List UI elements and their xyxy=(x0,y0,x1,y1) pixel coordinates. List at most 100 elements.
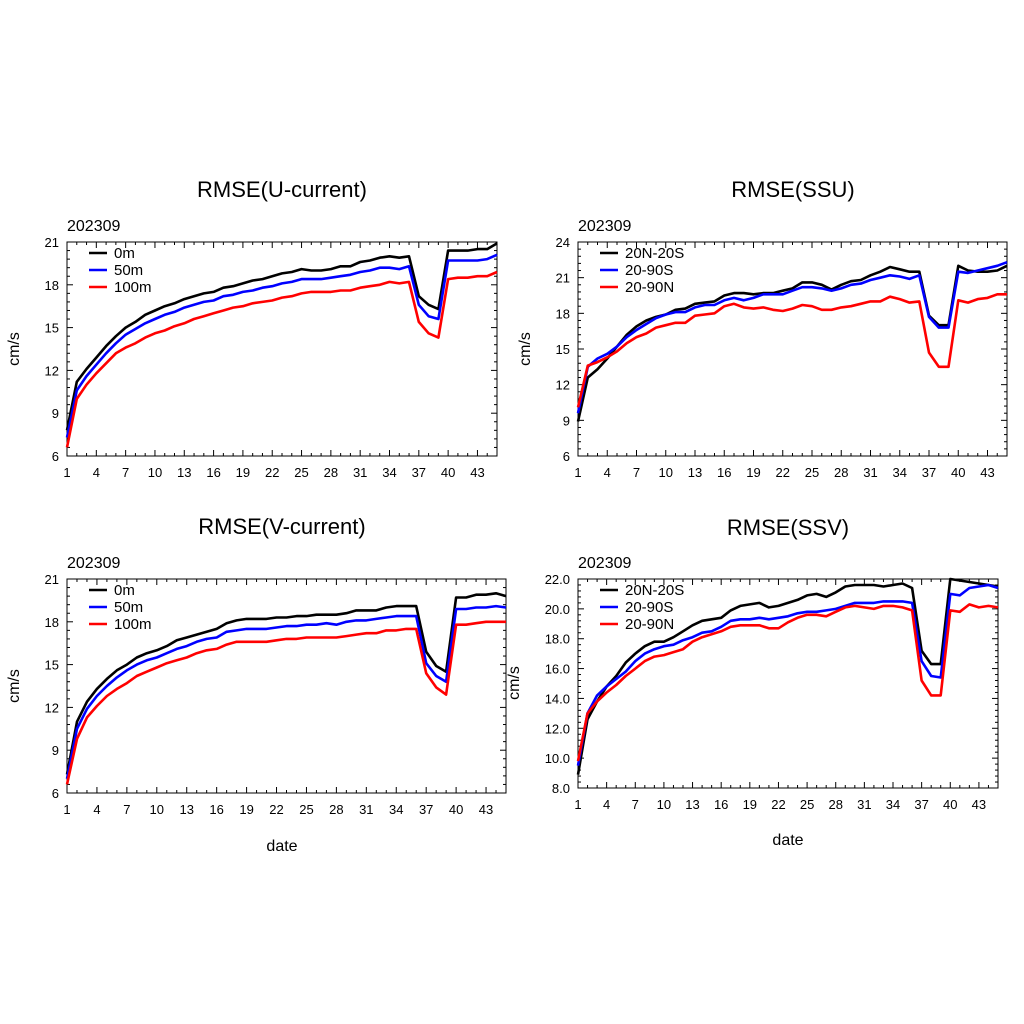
y-tick-label: 22.0 xyxy=(545,572,570,587)
legend-label: 50m xyxy=(114,262,143,279)
series-line xyxy=(576,260,1008,414)
x-tick-label: 40 xyxy=(951,465,965,480)
panel-subtitle: 202309 xyxy=(578,218,631,235)
x-tick-label: 16 xyxy=(206,465,220,480)
x-tick-label: 16 xyxy=(209,802,223,817)
y-tick-label: 15 xyxy=(556,342,570,357)
legend-label: 100m xyxy=(114,616,152,633)
x-tick-label: 25 xyxy=(800,797,814,812)
x-tick-label: 7 xyxy=(123,802,130,817)
x-tick-label: 1 xyxy=(574,465,581,480)
y-tick-label: 21 xyxy=(45,235,59,250)
x-tick-label: 28 xyxy=(324,465,338,480)
x-tick-label: 37 xyxy=(922,465,936,480)
y-tick-label: 15 xyxy=(45,321,59,336)
series-line xyxy=(576,583,999,766)
plot-area: 1 4 7 10 13 16 19 22 25 28 31 34 37 40 43 6 9 12 15 18 21 24 2… xyxy=(556,235,1008,480)
panel-title: RMSE(SSV) xyxy=(727,515,849,540)
x-tick-label: 7 xyxy=(122,465,129,480)
legend-label: 0m xyxy=(114,582,135,599)
x-tick-label: 22 xyxy=(265,465,279,480)
legend-label: 0m xyxy=(114,245,135,262)
y-tick-label: 14.0 xyxy=(545,691,570,706)
x-tick-label: 31 xyxy=(863,465,877,480)
y-axis-label: cm/s xyxy=(6,332,23,366)
x-tick-label: 22 xyxy=(776,465,790,480)
y-tick-label: 18.0 xyxy=(545,632,570,647)
x-tick-label: 37 xyxy=(412,465,426,480)
series-line xyxy=(65,604,507,779)
y-tick-label: 6 xyxy=(52,786,59,801)
x-tick-label: 13 xyxy=(685,797,699,812)
series-line xyxy=(65,620,506,785)
x-tick-label: 25 xyxy=(805,465,819,480)
x-tick-label: 34 xyxy=(389,802,403,817)
y-tick-label: 18 xyxy=(556,306,570,321)
x-tick-label: 13 xyxy=(688,465,702,480)
x-tick-label: 16 xyxy=(717,465,731,480)
x-tick-label: 4 xyxy=(93,465,100,480)
x-tick-label: 19 xyxy=(236,465,250,480)
series-line xyxy=(65,591,507,775)
x-tick-label: 7 xyxy=(633,465,640,480)
y-tick-label: 9 xyxy=(563,413,570,428)
x-tick-label: 40 xyxy=(943,797,957,812)
panel-ssv: RMSE(SSV) 202309 cm/s date 1 4 7 10 13 16 19 22… xyxy=(506,515,999,849)
legend-label: 20N-20S xyxy=(625,582,684,599)
y-tick-label: 18 xyxy=(45,278,59,293)
x-tick-label: 19 xyxy=(743,797,757,812)
x-tick-label: 19 xyxy=(239,802,253,817)
series-line xyxy=(65,253,498,438)
x-tick-label: 28 xyxy=(828,797,842,812)
y-tick-label: 18 xyxy=(45,615,59,630)
x-tick-label: 13 xyxy=(179,802,193,817)
x-tick-label: 4 xyxy=(93,802,100,817)
y-tick-label: 12.0 xyxy=(545,721,570,736)
y-tick-label: 16.0 xyxy=(545,662,570,677)
plot-area: 1 4 7 10 13 16 19 22 25 28 31 34 37 40 43 8.0 10.0 12.0 14… xyxy=(545,572,999,812)
legend-label: 50m xyxy=(114,599,143,616)
y-axis-label: cm/s xyxy=(6,669,23,703)
x-tick-label: 28 xyxy=(329,802,343,817)
y-tick-label: 21 xyxy=(556,271,570,286)
panel-title: RMSE(V-current) xyxy=(198,514,365,539)
panel-subtitle: 202309 xyxy=(67,555,120,572)
y-tick-label: 9 xyxy=(52,406,59,421)
x-tick-label: 22 xyxy=(771,797,785,812)
plot-area: 1 4 7 10 13 16 19 22 25 28 31 34 37 40 43 6 9 12 15 18 21 0m5… xyxy=(45,235,498,480)
y-axis-label: cm/s xyxy=(517,332,534,366)
series-line xyxy=(65,270,498,448)
x-tick-label: 34 xyxy=(382,465,396,480)
x-tick-label: 10 xyxy=(150,802,164,817)
series-line xyxy=(576,292,1007,408)
x-axis-label: date xyxy=(772,832,803,849)
x-tick-label: 43 xyxy=(470,465,484,480)
x-tick-label: 37 xyxy=(419,802,433,817)
y-tick-label: 20.0 xyxy=(545,602,570,617)
x-tick-label: 43 xyxy=(972,797,986,812)
series-line xyxy=(576,264,1008,422)
x-tick-label: 28 xyxy=(834,465,848,480)
x-tick-label: 31 xyxy=(359,802,373,817)
x-tick-label: 31 xyxy=(353,465,367,480)
x-tick-label: 34 xyxy=(886,797,900,812)
x-tick-label: 22 xyxy=(269,802,283,817)
x-tick-label: 4 xyxy=(603,797,610,812)
x-tick-label: 16 xyxy=(714,797,728,812)
y-tick-label: 9 xyxy=(52,743,59,758)
series-line xyxy=(576,577,999,775)
x-tick-label: 13 xyxy=(177,465,191,480)
panel-subtitle: 202309 xyxy=(67,218,120,235)
y-tick-label: 12 xyxy=(45,363,59,378)
x-tick-label: 10 xyxy=(657,797,671,812)
x-tick-label: 19 xyxy=(746,465,760,480)
x-tick-label: 4 xyxy=(604,465,611,480)
panel-subtitle: 202309 xyxy=(578,555,631,572)
panel-u-current: RMSE(U-current) 202309 cm/s 1 4 7 10 13 16 19 2… xyxy=(6,177,498,480)
x-tick-label: 31 xyxy=(857,797,871,812)
x-tick-label: 34 xyxy=(893,465,907,480)
legend-label: 20-90N xyxy=(625,616,674,633)
series-line xyxy=(576,603,999,762)
panel-title: RMSE(SSU) xyxy=(731,177,854,202)
